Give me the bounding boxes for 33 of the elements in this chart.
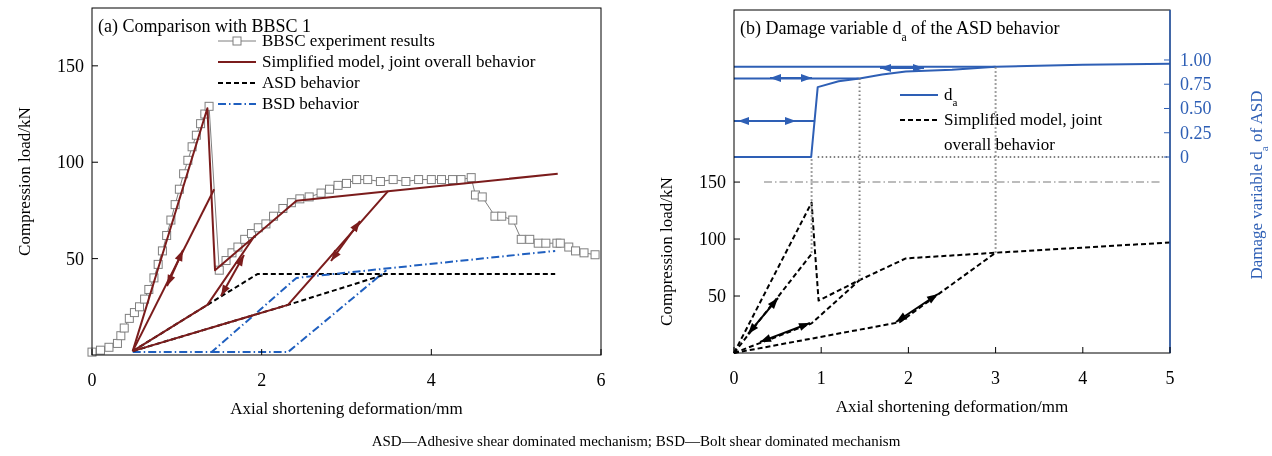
y-tick-label: 100	[699, 229, 726, 250]
x-axis-title: Axial shortening deformation/mm	[230, 399, 463, 418]
x-axis-title: Axial shortening deformation/mm	[835, 397, 1069, 416]
y2-tick-label: 0.25	[1180, 122, 1212, 143]
y-tick-label: 150	[699, 172, 726, 193]
x-tick-label: 1	[816, 368, 826, 388]
legend-label: d$_{a}$	[944, 85, 958, 108]
x-tick-label: 5	[1165, 368, 1175, 388]
y-tick-label: 100	[57, 152, 84, 173]
legend-label: Simplified model, joint overall behavior	[262, 52, 536, 71]
legend-label: ASD behavior	[262, 73, 361, 92]
y-axis-title: Compression load/kN	[15, 107, 34, 256]
x-tick-label: 4	[1078, 368, 1088, 388]
x-tick-label: 2	[257, 370, 267, 390]
x-tick-label: 2	[903, 368, 913, 388]
x-tick-label: 6	[596, 370, 606, 390]
y-tick-label: 150	[57, 55, 84, 76]
y2-tick-label: 0.50	[1180, 98, 1212, 119]
x-tick-label: 3	[991, 368, 1001, 388]
x-tick-label: 0	[729, 368, 739, 388]
x-tick-label: 0	[87, 370, 97, 390]
y-axis-title: Compression load/kN	[657, 177, 676, 326]
legend-label: BBSC experiment results	[262, 31, 435, 50]
y-tick-label: 50	[708, 286, 726, 307]
legend-label: Simplified model, joint overall behavior	[944, 110, 1103, 154]
legend-label: BSD behavior	[262, 94, 360, 113]
y2-tick-label: 0.75	[1180, 74, 1212, 95]
y2-tick-label: 1.00	[1180, 49, 1212, 70]
text: ASD—Adhesive shear dominated mechanism; BSD—Bolt shear dominated mechanism	[371, 433, 901, 449]
text: (b) Damage variable d$_{a}$ of the ASD behavior	[740, 18, 1060, 44]
y2-tick-label: 0	[1180, 147, 1189, 167]
x-tick-label: 4	[426, 370, 436, 390]
y-tick-label: 50	[66, 248, 84, 269]
